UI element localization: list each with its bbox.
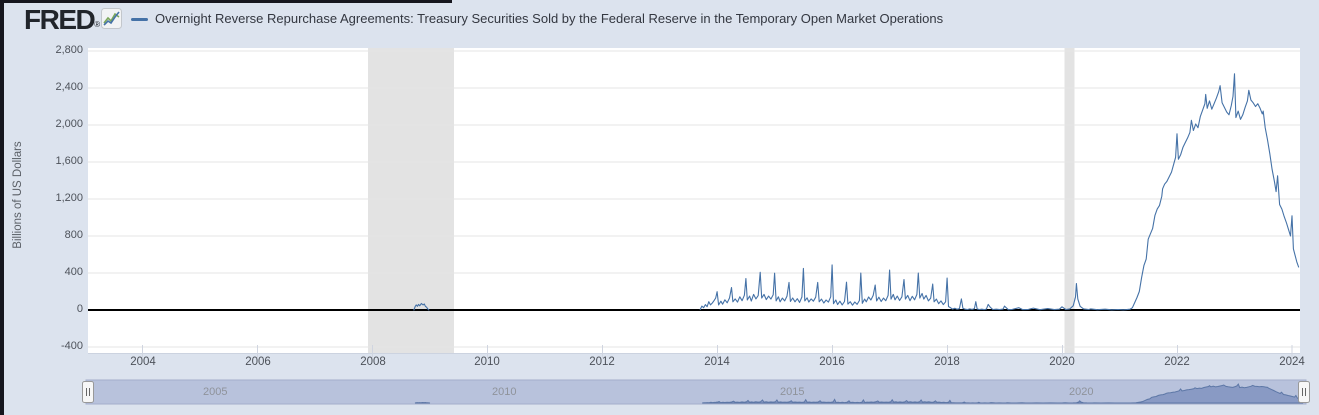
fred-logo-text: FRED (24, 4, 96, 35)
nav-year-label: 2015 (780, 386, 805, 398)
nav-year-label: 2005 (203, 386, 228, 398)
x-tick-label: 2006 (245, 356, 271, 368)
x-tick-label: 2012 (589, 356, 615, 368)
navigator-track[interactable] (85, 379, 1307, 405)
x-tick-label: 2014 (704, 356, 730, 368)
x-tick-label: 2018 (934, 356, 960, 368)
navigator-area (414, 401, 431, 404)
navigator-right-handle[interactable] (1298, 381, 1310, 403)
registered-mark: ® (94, 20, 101, 29)
x-tick-label: 2020 (1049, 356, 1075, 368)
fred-sparkline-icon (101, 8, 122, 29)
y-tick-label: 2,000 (55, 118, 83, 130)
window-left-edge (0, 0, 4, 415)
plot-background (88, 48, 1300, 353)
y-tick-label: 0 (76, 303, 83, 315)
x-tick-label: 2004 (130, 356, 156, 368)
x-tick-label: 2010 (474, 356, 500, 368)
recession-band (367, 48, 455, 353)
y-tick-label: 2,800 (55, 44, 83, 56)
x-tick-label: 2024 (1279, 356, 1305, 368)
window-top-edge (0, 0, 452, 3)
y-tick-label: 800 (64, 229, 83, 241)
y-tick-label: 400 (64, 266, 83, 278)
y-tick-label: 2,400 (55, 81, 83, 93)
y-tick-label: 1,600 (55, 155, 83, 167)
navigator-area (702, 383, 1304, 404)
nav-year-label: 2020 (1069, 386, 1094, 398)
data-line (413, 302, 430, 311)
legend-line-swatch (131, 18, 148, 21)
data-line (699, 73, 1300, 311)
navigator-left-handle[interactable] (82, 381, 94, 403)
y-tick-label: 1,200 (55, 192, 83, 204)
x-tick-label: 2016 (819, 356, 845, 368)
x-tick-label: 2022 (1164, 356, 1190, 368)
nav-year-label: 2010 (492, 386, 517, 398)
series-title: Overnight Reverse Repurchase Agreements:… (155, 11, 944, 26)
fred-logo[interactable]: FRED® (24, 4, 100, 36)
x-tick-label: 2008 (360, 356, 386, 368)
y-tick-label: -400 (60, 340, 83, 352)
recession-band (1064, 48, 1075, 353)
